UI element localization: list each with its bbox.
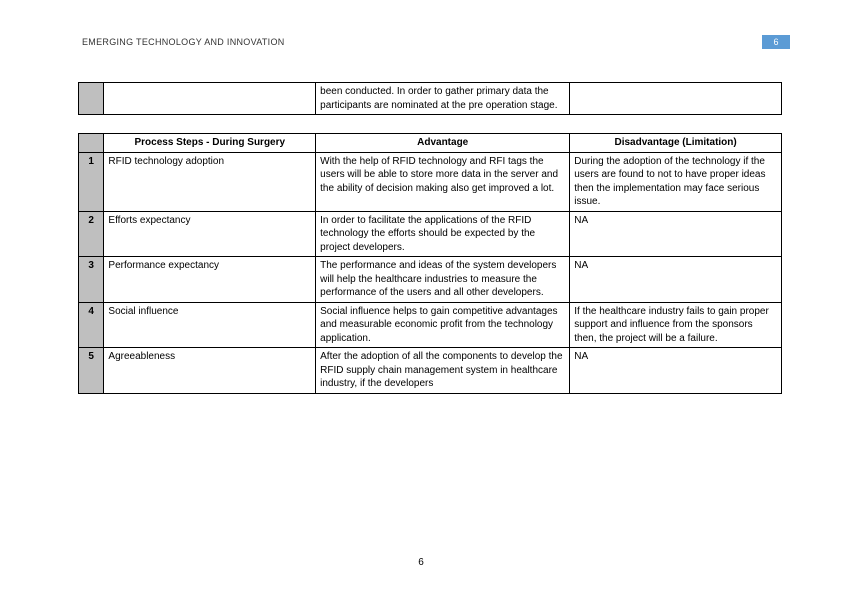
header-advantage-cell: Advantage [316, 134, 570, 153]
table-row: 3 Performance expectancy The performance… [79, 257, 782, 303]
advantage-cell: Social influence helps to gain competiti… [316, 302, 570, 348]
table-row: 4 Social influence Social influence help… [79, 302, 782, 348]
header-title: EMERGING TECHNOLOGY AND INNOVATION [82, 37, 285, 47]
header-disadvantage-cell: Disadvantage (Limitation) [570, 134, 782, 153]
advantage-cell: been conducted. In order to gather prima… [316, 83, 570, 115]
process-step-cell: Efforts expectancy [104, 211, 316, 257]
row-number-cell: 2 [79, 211, 104, 257]
table-row: 5 Agreeableness After the adoption of al… [79, 348, 782, 394]
continuation-table: been conducted. In order to gather prima… [78, 82, 782, 115]
process-step-cell: Agreeableness [104, 348, 316, 394]
header-step-cell: Process Steps - During Surgery [104, 134, 316, 153]
disadvantage-cell: If the healthcare industry fails to gain… [570, 302, 782, 348]
disadvantage-cell: NA [570, 257, 782, 303]
row-number-cell [79, 83, 104, 115]
page-header: EMERGING TECHNOLOGY AND INNOVATION 6 [82, 35, 790, 49]
process-step-cell: Performance expectancy [104, 257, 316, 303]
process-step-cell [104, 83, 316, 115]
table-header-row: Process Steps - During Surgery Advantage… [79, 134, 782, 153]
advantage-cell: After the adoption of all the components… [316, 348, 570, 394]
disadvantage-cell [570, 83, 782, 115]
process-table: Process Steps - During Surgery Advantage… [78, 133, 782, 394]
process-step-cell: Social influence [104, 302, 316, 348]
table-row: 1 RFID technology adoption With the help… [79, 152, 782, 211]
footer-page-number: 6 [0, 557, 842, 568]
disadvantage-cell: NA [570, 348, 782, 394]
advantage-cell: With the help of RFID technology and RFI… [316, 152, 570, 211]
row-number-cell: 3 [79, 257, 104, 303]
row-number-cell: 4 [79, 302, 104, 348]
header-num-cell [79, 134, 104, 153]
document-content: been conducted. In order to gather prima… [78, 82, 782, 394]
disadvantage-cell: During the adoption of the technology if… [570, 152, 782, 211]
row-number-cell: 5 [79, 348, 104, 394]
table-row: been conducted. In order to gather prima… [79, 83, 782, 115]
advantage-cell: The performance and ideas of the system … [316, 257, 570, 303]
page-number-badge: 6 [762, 35, 790, 49]
process-step-cell: RFID technology adoption [104, 152, 316, 211]
advantage-cell: In order to facilitate the applications … [316, 211, 570, 257]
table-row: 2 Efforts expectancy In order to facilit… [79, 211, 782, 257]
row-number-cell: 1 [79, 152, 104, 211]
disadvantage-cell: NA [570, 211, 782, 257]
